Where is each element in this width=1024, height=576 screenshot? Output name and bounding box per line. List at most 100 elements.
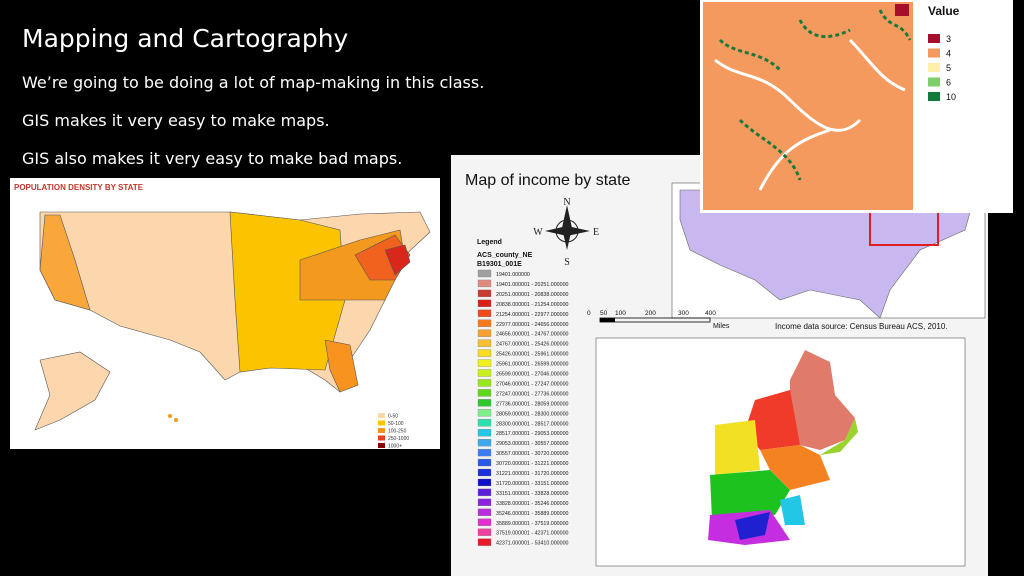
legend-label: 27046.000001 - 27247.000000: [496, 381, 569, 387]
map-region: [168, 414, 172, 418]
legend-swatch: [477, 429, 492, 437]
map-title: POPULATION DENSITY BY STATE: [14, 183, 144, 192]
legend-label: 31720.000001 - 33151.000000: [496, 481, 569, 487]
legend-label: 42371.000001 - 53410.000000: [496, 541, 569, 547]
legend-label: 4: [946, 49, 951, 59]
legend-label: 1000+: [388, 444, 402, 450]
legend-swatch: [477, 399, 492, 407]
legend-label: 29053.000001 - 30557.000000: [496, 441, 569, 447]
compass-label: S: [564, 257, 570, 268]
legend-label: 30557.000001 - 30720.000000: [496, 451, 569, 457]
legend-field: B19301_001E: [477, 261, 522, 268]
legend: 19401.000000 19401.000001 - 20251.000000 2…: [477, 269, 569, 547]
legend-label: 35246.000001 - 35889.000000: [496, 511, 569, 517]
region: [715, 420, 760, 475]
legend-label: 22977.000001 - 24656.000000: [496, 322, 569, 328]
region: [820, 418, 858, 455]
legend-label: 5: [946, 63, 951, 73]
legend-swatch: [477, 538, 492, 546]
legend-swatch: [477, 419, 492, 427]
legend-label: 24656.000001 - 24767.000000: [496, 332, 569, 338]
legend-swatch: [477, 508, 492, 516]
legend-swatch: [928, 63, 940, 72]
scale-label: 0: [587, 310, 591, 317]
value-map: Value 3 4 5 6 10: [700, 0, 1013, 213]
raster-feature: [895, 4, 909, 16]
legend-swatch: [378, 435, 385, 441]
legend-swatch: [477, 478, 492, 487]
legend-label: 30720.000001 - 31221.000000: [496, 461, 569, 467]
legend-label: 31221.000001 - 31720.000000: [496, 471, 569, 477]
map-region: [324, 339, 359, 393]
region: [780, 495, 805, 525]
legend-title: Legend: [477, 239, 502, 246]
legend-swatch: [477, 339, 492, 347]
legend-swatch: [477, 359, 492, 367]
region: [735, 512, 770, 540]
region: [745, 390, 800, 450]
scale-label: 50: [600, 310, 608, 317]
scale-unit: Miles: [713, 323, 730, 330]
legend-label: 28059.000001 - 28300.000000: [496, 411, 569, 417]
legend-swatch: [477, 319, 492, 327]
legend-swatch: [477, 488, 492, 497]
legend-label: 27247.000001 - 27736.000000: [496, 391, 569, 397]
scale-label: 100: [615, 310, 626, 317]
legend-swatch: [477, 518, 492, 526]
legend-swatch: [477, 448, 492, 457]
legend-label: 37519.000001 - 42371.000000: [496, 531, 569, 537]
map-region: [174, 418, 178, 422]
scale-label: 400: [705, 310, 716, 317]
legend-label: 0-50: [388, 414, 398, 420]
legend-label: 35889.000001 - 37519.000000: [496, 521, 569, 527]
compass-rose: [545, 205, 590, 250]
map-region: [384, 244, 411, 276]
scale-label: 200: [645, 310, 656, 317]
raster-feature: [714, 38, 906, 191]
legend-label: 26599.000001 - 27046.000000: [496, 372, 569, 378]
legend-swatch: [477, 369, 492, 377]
scale-label: 300: [678, 310, 689, 317]
legend-swatch: [928, 77, 940, 87]
bullet: GIS makes it very easy to make maps.: [22, 111, 330, 130]
map-title: Map of income by state: [465, 172, 631, 189]
legend-label: 19401.000001 - 20251.000000: [496, 282, 569, 288]
region: [710, 470, 790, 520]
legend-label: 100-250: [388, 429, 407, 435]
compass-label: E: [593, 227, 599, 238]
legend-label: 33828.000001 - 35246.000000: [496, 501, 569, 507]
raster: [703, 2, 913, 210]
legend-label: 28300.000001 - 28517.000000: [496, 421, 569, 427]
legend-swatch: [477, 458, 492, 467]
legend: 3 4 5 6 10: [928, 34, 956, 102]
legend-label: 27736.000001 - 28059.000000: [496, 401, 569, 407]
map-region: [34, 351, 111, 431]
legend-swatch: [477, 409, 492, 417]
legend-swatch: [477, 289, 492, 298]
scale-bar: 0 50 100 200 300 400 Miles: [587, 310, 730, 330]
legend-swatch: [477, 498, 492, 507]
scale-rule: [600, 318, 615, 322]
legend-swatch: [477, 389, 492, 397]
legend-swatch: [477, 349, 492, 357]
legend-label: 3: [946, 34, 951, 44]
legend-label: 25426.000001 - 25961.000000: [496, 352, 569, 358]
legend-label: 20838.000001 - 21254.000000: [496, 302, 569, 308]
region: [790, 350, 855, 450]
legend-swatch: [477, 329, 492, 337]
legend-label: 24767.000001 - 25426.000000: [496, 342, 569, 348]
legend-swatch: [928, 48, 940, 58]
map-region: [229, 211, 346, 373]
legend-swatch: [378, 443, 385, 448]
compass-label: N: [563, 197, 570, 208]
legend-label: 25961.000001 - 26599.000000: [496, 362, 569, 368]
income-map: Map of income by state N S E W Legend AC…: [451, 155, 988, 576]
legend-swatch: [477, 379, 492, 387]
legend-swatch: [477, 279, 492, 288]
legend-title: Value: [928, 4, 960, 18]
compass-label: W: [533, 227, 543, 238]
legend-label: 33151.000001 - 33828.000000: [496, 491, 569, 497]
